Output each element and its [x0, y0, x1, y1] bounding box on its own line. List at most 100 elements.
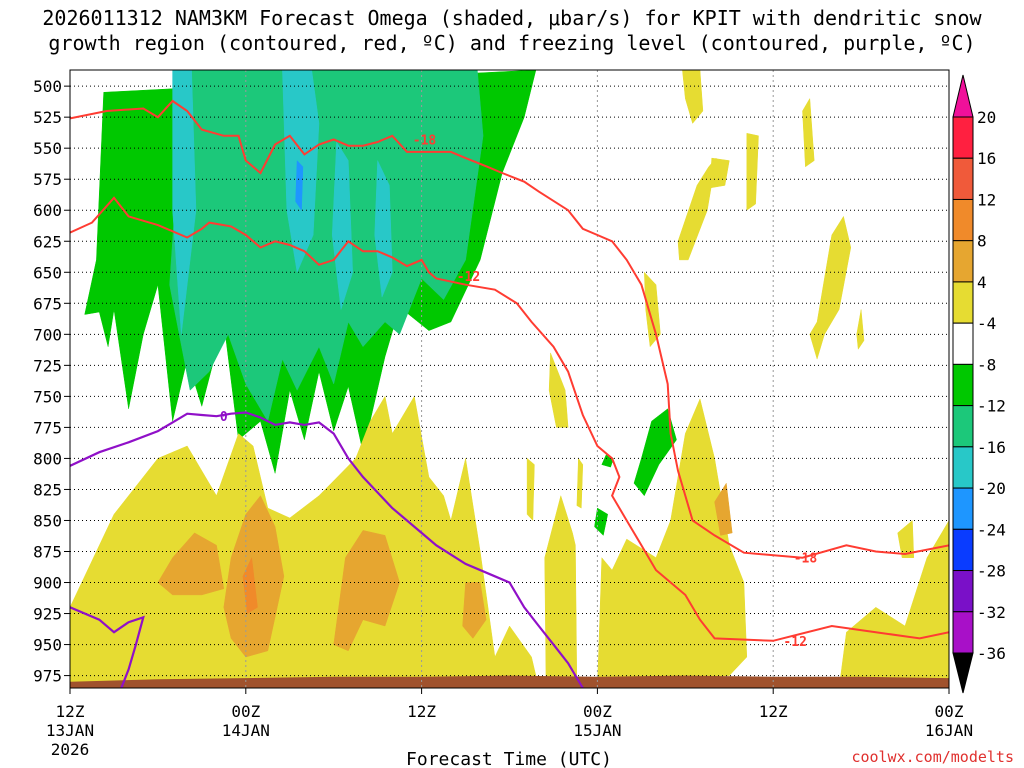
omega-region-26 — [157, 532, 225, 596]
colorbar-label-9: -20 — [977, 479, 1006, 498]
omega-region-19 — [709, 157, 730, 189]
y-tick-label-725: 725 — [33, 356, 62, 375]
credit-text: coolwx.com/modelts — [851, 748, 1014, 766]
omega-region-11 — [544, 494, 578, 688]
chart-title-line-1: 2026011312 NAM3KM Forecast Omega (shaded… — [42, 6, 982, 30]
colorbar-bin-11 — [952, 570, 974, 613]
omega-region-2 — [172, 70, 197, 335]
x-tick-label-48: 12Z — [759, 702, 788, 721]
colorbar: 20 16 12 8 4 -4 -8 -12 -16 -20 -24 -28 -32 -36 — [952, 74, 1006, 694]
colorbar-bin-1 — [952, 157, 974, 200]
colorbar-label-11: -28 — [977, 562, 1006, 581]
colorbar-bin-6 — [952, 363, 974, 407]
omega-region-20 — [746, 132, 759, 211]
omega-region-4 — [331, 141, 353, 310]
colorbar-bottom-arrow — [952, 652, 974, 694]
dgz-label-1: -12 — [457, 270, 480, 285]
chart-title: 2026011312 NAM3KM Forecast Omega (shaded… — [0, 6, 1024, 56]
omega-region-13 — [838, 520, 949, 688]
omega-shading — [70, 70, 949, 688]
y-tick-label-625: 625 — [33, 232, 62, 251]
contours — [70, 99, 949, 688]
y-tick-label-750: 750 — [33, 387, 62, 406]
x-tick-label-12: 00Z — [231, 702, 260, 721]
omega-region-9 — [594, 507, 608, 536]
colorbar-bin-4 — [952, 281, 974, 324]
contour-labels: -18 -12 -18 -12 0 — [220, 133, 818, 650]
dgz-contour-0 — [70, 99, 949, 559]
colorbar-label-12: -32 — [977, 603, 1006, 622]
y-tick-label-775: 775 — [33, 418, 62, 437]
y-tick-label-575: 575 — [33, 170, 62, 189]
colorbar-label-5: -4 — [977, 314, 996, 333]
colorbar-label-4: 4 — [977, 273, 987, 292]
omega-region-5 — [374, 160, 393, 299]
colorbar-label-1: 16 — [977, 149, 996, 168]
colorbar-label-2: 12 — [977, 190, 996, 209]
terrain-ground — [70, 675, 949, 688]
dgz-label-0: -18 — [413, 133, 437, 148]
omega-region-17 — [644, 271, 661, 348]
y-tick-label-675: 675 — [33, 294, 62, 313]
dgz-label-3: -12 — [783, 635, 806, 650]
y-tick-label-800: 800 — [33, 449, 62, 468]
dgz-contour-1 — [70, 196, 949, 642]
grid-lines — [70, 70, 949, 688]
colorbar-bin-9 — [952, 487, 974, 530]
colorbar-bin-5 — [952, 322, 974, 365]
x-tick-label-60: 00Z — [935, 702, 964, 721]
freezing-contour-0 — [70, 411, 584, 688]
y-tick-label-825: 825 — [33, 480, 62, 499]
colorbar-bin-12 — [952, 611, 974, 654]
colorbar-bin-0 — [952, 116, 974, 159]
dgz-label-2: -18 — [794, 552, 818, 567]
colorbar-label-3: 8 — [977, 232, 987, 251]
y-tick-label-900: 900 — [33, 574, 62, 593]
colorbar-bin-3 — [952, 240, 974, 283]
colorbar-label-0: 20 — [977, 108, 996, 127]
colorbar-label-6: -8 — [977, 355, 996, 374]
y-tick-label-550: 550 — [33, 139, 62, 158]
colorbar-bin-2 — [952, 198, 974, 242]
omega-region-6 — [295, 159, 304, 211]
omega-region-29 — [462, 582, 487, 639]
y-tick-label-850: 850 — [33, 511, 62, 530]
colorbar-label-13: -36 — [977, 644, 1006, 663]
y-tick-label-975: 975 — [33, 667, 62, 686]
x-tick-year-0: 2026 — [51, 740, 90, 759]
freezing-contour-1 — [70, 606, 145, 688]
colorbar-label-7: -12 — [977, 397, 1006, 416]
omega-region-24 — [802, 97, 815, 168]
y-tick-label-700: 700 — [33, 325, 62, 344]
x-tick-label-0: 12Z — [56, 702, 85, 721]
omega-region-21 — [809, 215, 852, 360]
colorbar-bin-7 — [952, 405, 974, 448]
y-tick-label-600: 600 — [33, 201, 62, 220]
plot-frame — [69, 69, 950, 689]
y-tick-label-875: 875 — [33, 542, 62, 561]
chart-title-line-2: growth region (contoured, red, ºC) and f… — [48, 31, 976, 55]
y-tick-label-650: 650 — [33, 263, 62, 282]
x-tick-date-0: 13JAN — [46, 721, 94, 740]
colorbar-top-arrow — [952, 74, 974, 118]
colorbar-label-10: -24 — [977, 520, 1006, 539]
omega-region-25 — [897, 519, 915, 558]
colorbar-bin-8 — [952, 446, 974, 489]
y-tick-label-500: 500 — [33, 77, 62, 96]
omega-region-28 — [333, 530, 400, 652]
colorbar-label-8: -16 — [977, 438, 1006, 457]
x-tick-date-60: 16JAN — [925, 721, 973, 740]
freezing-label-0: 0 — [220, 410, 228, 425]
omega-region-22 — [856, 309, 865, 350]
y-tick-label-925: 925 — [33, 605, 62, 624]
omega-region-23 — [682, 70, 704, 124]
x-tick-label-36: 00Z — [583, 702, 612, 721]
y-tick-label-525: 525 — [33, 108, 62, 127]
x-tick-label-24: 12Z — [407, 702, 436, 721]
x-axis-label: Forecast Time (UTC) — [406, 749, 612, 768]
y-axis: 500 525 550 575 600 625 650 675 700 725 750 775 800 8… — [33, 77, 70, 686]
omega-region-16 — [576, 457, 584, 509]
y-tick-label-950: 950 — [33, 636, 62, 655]
